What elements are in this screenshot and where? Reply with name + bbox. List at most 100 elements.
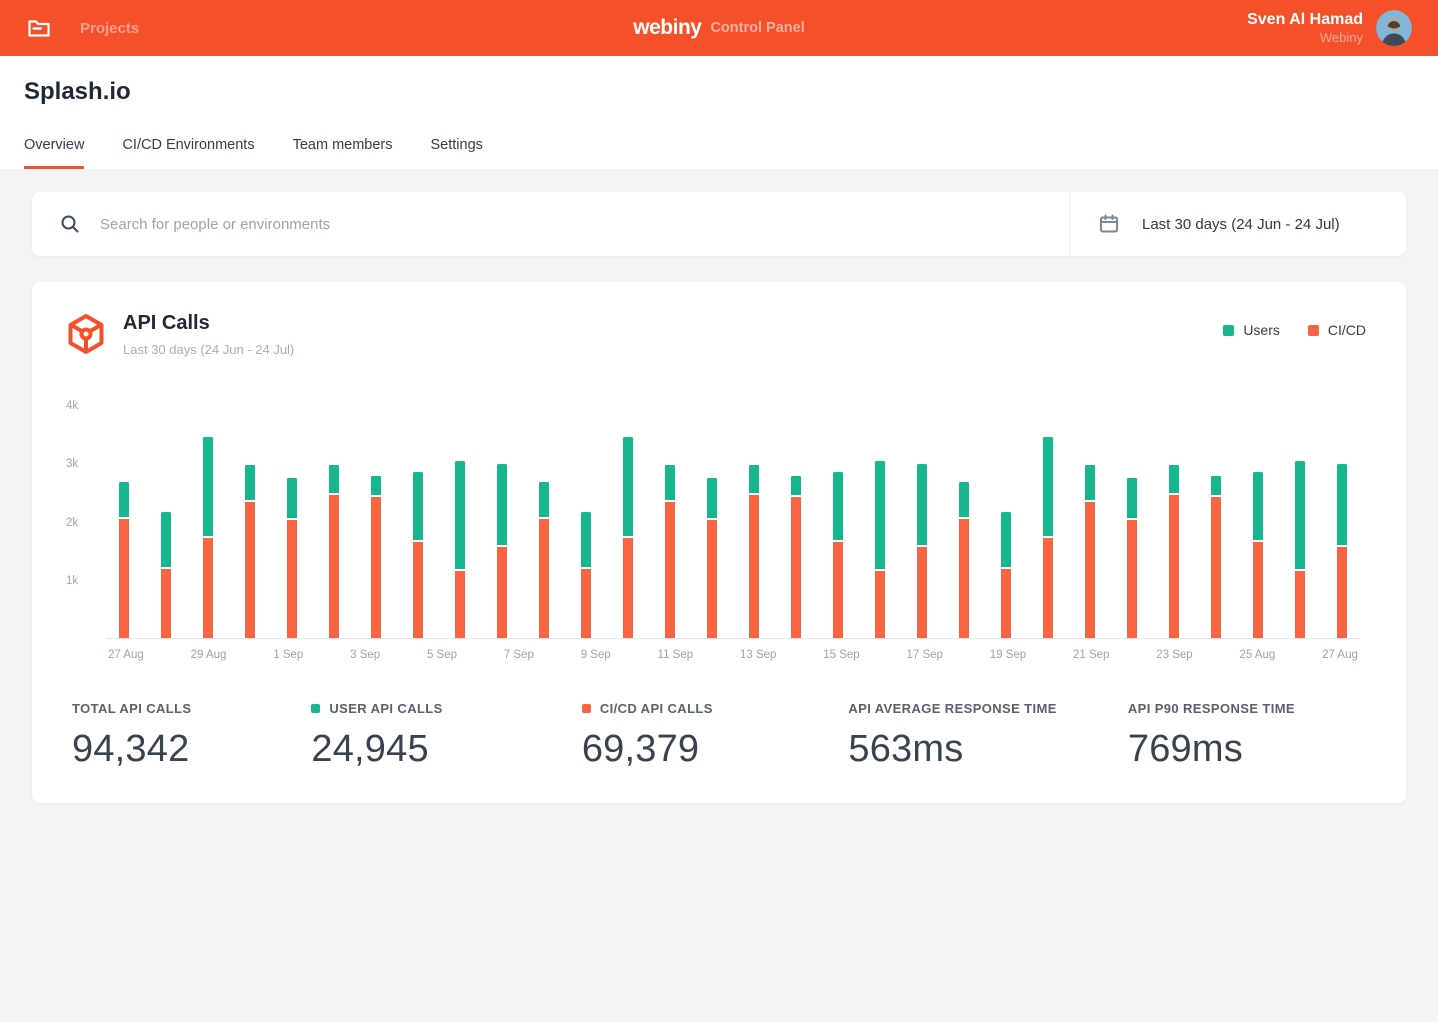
bar-segment-cicd[interactable] bbox=[623, 537, 633, 638]
stacked-bar[interactable] bbox=[1211, 475, 1221, 638]
bar-segment-cicd[interactable] bbox=[119, 518, 129, 638]
bar-segment-users[interactable] bbox=[329, 465, 339, 494]
bar-segment-users[interactable] bbox=[707, 478, 717, 518]
bar-segment-cicd[interactable] bbox=[371, 497, 381, 638]
bar-segment-users[interactable] bbox=[413, 472, 423, 541]
bar-segment-cicd[interactable] bbox=[287, 519, 297, 638]
bar-segment-users[interactable] bbox=[497, 464, 507, 546]
stacked-bar[interactable] bbox=[287, 478, 297, 638]
bar-segment-users[interactable] bbox=[119, 481, 129, 517]
bar-segment-users[interactable] bbox=[581, 511, 591, 568]
stacked-bar[interactable] bbox=[1169, 465, 1179, 638]
bar-segment-users[interactable] bbox=[749, 465, 759, 494]
bar-segment-users[interactable] bbox=[1085, 465, 1095, 501]
stacked-bar[interactable] bbox=[1295, 461, 1305, 638]
bar-segment-cicd[interactable] bbox=[917, 547, 927, 638]
stacked-bar[interactable] bbox=[161, 511, 171, 638]
bar-segment-users[interactable] bbox=[875, 461, 885, 570]
bar-segment-users[interactable] bbox=[287, 478, 297, 518]
bar-segment-cicd[interactable] bbox=[245, 502, 255, 638]
bar-segment-users[interactable] bbox=[791, 475, 801, 496]
bar-segment-cicd[interactable] bbox=[203, 537, 213, 638]
bar-segment-cicd[interactable] bbox=[413, 542, 423, 638]
bar-segment-cicd[interactable] bbox=[833, 542, 843, 638]
date-range-picker[interactable]: Last 30 days (24 Jun - 24 Jul) bbox=[1070, 192, 1406, 256]
stacked-bar[interactable] bbox=[665, 465, 675, 638]
stacked-bar[interactable] bbox=[833, 472, 843, 638]
bar-segment-users[interactable] bbox=[1043, 436, 1053, 536]
stacked-bar[interactable] bbox=[917, 464, 927, 638]
stacked-bar[interactable] bbox=[1253, 472, 1263, 638]
stacked-bar[interactable] bbox=[959, 481, 969, 638]
bar-segment-users[interactable] bbox=[1211, 475, 1221, 496]
stacked-bar[interactable] bbox=[875, 461, 885, 638]
bar-segment-users[interactable] bbox=[1169, 465, 1179, 494]
stacked-bar[interactable] bbox=[413, 472, 423, 638]
bar-segment-users[interactable] bbox=[539, 481, 549, 517]
tab-ci-cd-environments[interactable]: CI/CD Environments bbox=[122, 137, 255, 153]
bar-segment-cicd[interactable] bbox=[1295, 571, 1305, 638]
bar-segment-users[interactable] bbox=[1127, 478, 1137, 518]
bar-segment-cicd[interactable] bbox=[791, 497, 801, 638]
stacked-bar[interactable] bbox=[497, 464, 507, 638]
tab-settings[interactable]: Settings bbox=[430, 137, 483, 153]
bar-segment-cicd[interactable] bbox=[1001, 569, 1011, 638]
bar-segment-cicd[interactable] bbox=[497, 547, 507, 638]
bar-segment-users[interactable] bbox=[959, 481, 969, 517]
stacked-bar[interactable] bbox=[1127, 478, 1137, 638]
bar-segment-users[interactable] bbox=[833, 472, 843, 541]
avatar[interactable] bbox=[1376, 10, 1412, 46]
bar-segment-cicd[interactable] bbox=[329, 495, 339, 638]
stacked-bar[interactable] bbox=[1085, 465, 1095, 638]
tab-team-members[interactable]: Team members bbox=[292, 137, 393, 153]
projects-nav-label[interactable]: Projects bbox=[80, 19, 140, 37]
bar-segment-users[interactable] bbox=[1253, 472, 1263, 541]
bar-segment-cicd[interactable] bbox=[959, 518, 969, 638]
bar-segment-cicd[interactable] bbox=[1043, 537, 1053, 638]
stacked-bar[interactable] bbox=[371, 475, 381, 638]
stacked-bar[interactable] bbox=[539, 481, 549, 638]
stacked-bar[interactable] bbox=[749, 465, 759, 638]
bar-segment-cicd[interactable] bbox=[875, 571, 885, 638]
stacked-bar[interactable] bbox=[1337, 464, 1347, 638]
bar-segment-users[interactable] bbox=[245, 465, 255, 501]
bar-segment-cicd[interactable] bbox=[1337, 547, 1347, 638]
bar-segment-users[interactable] bbox=[1337, 464, 1347, 546]
bar-segment-users[interactable] bbox=[1001, 511, 1011, 568]
stacked-bar[interactable] bbox=[245, 465, 255, 638]
stacked-bar[interactable] bbox=[1043, 436, 1053, 638]
bar-segment-cicd[interactable] bbox=[707, 519, 717, 638]
bar-segment-users[interactable] bbox=[371, 475, 381, 496]
bar-segment-cicd[interactable] bbox=[1085, 502, 1095, 638]
stacked-bar[interactable] bbox=[329, 465, 339, 638]
bar-segment-users[interactable] bbox=[161, 511, 171, 568]
bar-segment-users[interactable] bbox=[917, 464, 927, 546]
projects-nav[interactable]: Projects bbox=[26, 15, 139, 41]
bar-segment-cicd[interactable] bbox=[581, 569, 591, 638]
bar-segment-users[interactable] bbox=[1295, 461, 1305, 570]
bar-segment-cicd[interactable] bbox=[1169, 495, 1179, 638]
bar-segment-users[interactable] bbox=[455, 461, 465, 570]
bar-segment-users[interactable] bbox=[623, 436, 633, 536]
stacked-bar[interactable] bbox=[707, 478, 717, 638]
folder-icon[interactable] bbox=[26, 15, 52, 41]
bar-segment-cicd[interactable] bbox=[161, 569, 171, 638]
stacked-bar[interactable] bbox=[1001, 511, 1011, 638]
stacked-bar[interactable] bbox=[119, 481, 129, 638]
bar-segment-cicd[interactable] bbox=[749, 495, 759, 638]
tab-overview[interactable]: Overview bbox=[24, 137, 85, 169]
bar-segment-users[interactable] bbox=[203, 436, 213, 536]
bar-segment-cicd[interactable] bbox=[539, 518, 549, 638]
stacked-bar[interactable] bbox=[623, 436, 633, 638]
stacked-bar[interactable] bbox=[581, 511, 591, 638]
user-menu[interactable]: Sven Al Hamad Webiny bbox=[1247, 10, 1412, 46]
bar-segment-cicd[interactable] bbox=[1127, 519, 1137, 638]
bar-segment-users[interactable] bbox=[665, 465, 675, 501]
stacked-bar[interactable] bbox=[203, 436, 213, 638]
search-box[interactable] bbox=[32, 192, 1070, 256]
stacked-bar[interactable] bbox=[455, 461, 465, 638]
bar-segment-cicd[interactable] bbox=[665, 502, 675, 638]
stacked-bar[interactable] bbox=[791, 475, 801, 638]
bar-segment-cicd[interactable] bbox=[1253, 542, 1263, 638]
search-input[interactable] bbox=[100, 215, 1041, 233]
